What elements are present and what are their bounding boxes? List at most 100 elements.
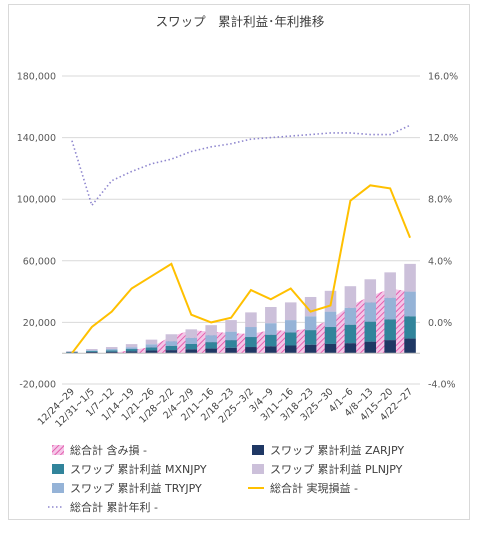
bar-segment-0 <box>225 347 237 354</box>
bar-segment-3 <box>245 312 257 328</box>
legend-label: 総合計 実現損益 - <box>270 481 358 495</box>
bar-segment-2 <box>205 335 217 343</box>
bar-segment-3 <box>364 279 377 303</box>
bar-segment-1 <box>404 316 416 339</box>
legend-item-5: 総合計 実現損益 - <box>248 481 358 495</box>
y-left-tick-label: -20,000 <box>19 380 56 391</box>
bar-segment-3 <box>66 351 78 352</box>
bar-segment-2 <box>344 307 357 325</box>
bar-segment-3 <box>125 344 138 348</box>
legend-item-2: スワップ 累計利益 MXNJPY <box>52 462 207 476</box>
bar-segment-3 <box>185 329 198 338</box>
bar-segment-1 <box>364 321 377 342</box>
bar-segment-0 <box>165 350 178 354</box>
bar-segment-2 <box>165 341 178 346</box>
legend-item-3: スワップ 累計利益 PLNJPY <box>252 462 403 476</box>
bar-segment-0 <box>145 350 158 354</box>
bar-segment-1 <box>324 327 337 344</box>
bar-segment-0 <box>344 343 357 354</box>
y-left-tick-label: 60,000 <box>23 256 56 267</box>
legend-label: 総合計 累計年利 - <box>70 500 158 514</box>
bar-segment-1 <box>265 334 277 347</box>
bar-segment-0 <box>304 344 317 354</box>
legend-swatch <box>52 483 64 493</box>
bar-segment-1 <box>105 350 118 352</box>
bar-segment-0 <box>404 338 416 354</box>
bar-segment-0 <box>125 351 138 354</box>
bar-segment-0 <box>364 341 377 354</box>
bar-segment-3 <box>265 307 277 324</box>
line-annual-rate <box>71 124 411 208</box>
bar-segment-3 <box>86 349 98 351</box>
bar-segment-1 <box>125 349 138 352</box>
bar-segment-3 <box>105 347 118 350</box>
legend-label: 総合計 含み損 - <box>70 443 147 457</box>
y-right-tick-label: 4.0% <box>428 256 452 267</box>
bar-segment-3 <box>304 296 317 317</box>
y-right-tick-label: 12.0% <box>428 133 458 144</box>
bar-segment-0 <box>185 349 198 354</box>
chart-frame <box>8 4 470 520</box>
bar-segment-0 <box>265 346 277 354</box>
legend-item-0: 総合計 含み損 - <box>52 443 147 457</box>
bar-segment-1 <box>185 343 198 350</box>
legend-item-6: 総合計 累計年利 - <box>48 500 158 514</box>
bar-segment-0 <box>384 340 396 354</box>
legend-swatch <box>252 464 264 474</box>
legend-label: スワップ 累計利益 PLNJPY <box>270 462 403 476</box>
bar-segment-3 <box>404 263 416 292</box>
bar-segment-0 <box>205 348 217 354</box>
bar-segment-3 <box>225 320 237 332</box>
y-right-tick-label: 16.0% <box>428 72 458 83</box>
line-realized-pl <box>71 184 411 354</box>
bar-segment-2 <box>304 316 317 331</box>
y-right-tick-label: 8.0% <box>428 195 452 206</box>
bar-segment-2 <box>324 311 337 328</box>
bar-segment-0 <box>245 347 257 354</box>
y-right-tick-label: 0.0% <box>428 318 452 329</box>
legend-item-4: スワップ 累計利益 TRYJPY <box>52 481 202 495</box>
bar-segment-2 <box>105 349 118 351</box>
chart-title: スワップ 累計利益･年利推移 <box>156 14 325 29</box>
bar-segment-3 <box>145 339 158 345</box>
bar-segment-1 <box>284 332 297 346</box>
bar-segment-2 <box>404 291 416 317</box>
bar-segment-1 <box>165 345 178 351</box>
y-left-tick-label: 140,000 <box>17 133 56 144</box>
legend-label: スワップ 累計利益 ZARJPY <box>270 443 404 457</box>
bar-segment-2 <box>225 331 237 341</box>
legend-label: スワップ 累計利益 MXNJPY <box>70 462 207 476</box>
bar-segment-1 <box>205 342 217 349</box>
legend-item-1: スワップ 累計利益 ZARJPY <box>252 443 404 457</box>
y-left-tick-label: 20,000 <box>23 318 56 329</box>
bar-segment-1 <box>225 340 237 348</box>
legend-swatch <box>52 464 64 474</box>
bar-segment-2 <box>125 347 138 350</box>
bar-segment-0 <box>105 351 118 354</box>
bar-segment-1 <box>86 351 98 352</box>
bar-segment-3 <box>384 272 396 298</box>
bar-segment-2 <box>145 344 158 348</box>
bar-segment-2 <box>265 323 277 335</box>
bar-segment-1 <box>384 319 396 341</box>
legend-swatch <box>52 445 64 455</box>
bar-segment-3 <box>344 286 357 308</box>
bar-segment-1 <box>304 330 317 345</box>
bar-segment-2 <box>245 327 257 338</box>
bar-segment-0 <box>86 351 98 354</box>
bar-segment-1 <box>344 324 357 344</box>
bar-segment-2 <box>284 320 297 333</box>
y-left-tick-label: 100,000 <box>17 195 56 206</box>
legend-swatch <box>252 445 264 455</box>
bar-segment-2 <box>86 350 98 352</box>
bar-segment-3 <box>284 302 297 321</box>
bar-segment-2 <box>185 337 198 344</box>
y-left-tick-label: 180,000 <box>17 72 56 83</box>
bar-segment-1 <box>245 337 257 348</box>
bar-segment-2 <box>384 297 396 320</box>
bar-segment-0 <box>324 343 337 354</box>
bar-segment-0 <box>284 345 297 354</box>
legend-label: スワップ 累計利益 TRYJPY <box>70 481 202 495</box>
bar-segment-1 <box>145 347 158 351</box>
